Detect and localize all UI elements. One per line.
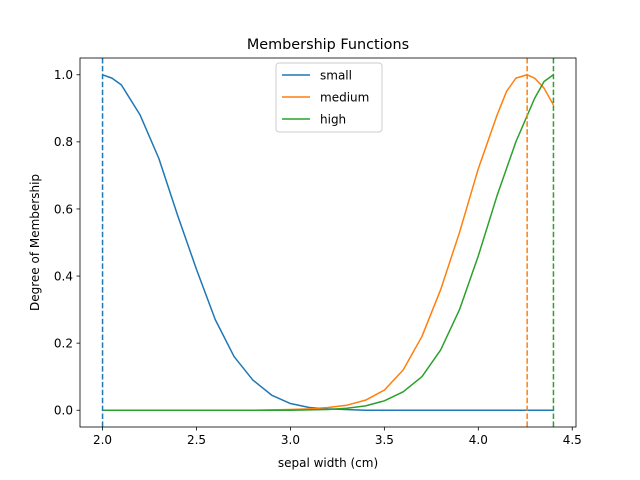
legend-label-medium: medium <box>320 90 369 104</box>
y-tick-label: 1.0 <box>54 68 73 82</box>
y-tick-label: 0.4 <box>54 269 73 283</box>
legend-label-high: high <box>320 112 346 126</box>
chart-title: Membership Functions <box>247 37 409 53</box>
x-tick-label: 4.5 <box>563 433 582 447</box>
series-line-high <box>102 74 554 411</box>
legend-label-small: small <box>320 68 352 82</box>
y-tick-label: 0.0 <box>54 404 73 418</box>
x-tick-label: 2.5 <box>187 433 206 447</box>
y-tick-label: 0.6 <box>54 202 73 216</box>
axes-frame <box>79 57 577 428</box>
x-tick-label: 2.0 <box>93 433 112 447</box>
legend-box <box>275 62 383 133</box>
y-tick-label: 0.8 <box>54 135 73 149</box>
legend: small medium high <box>275 62 383 133</box>
y-axis-label: Degree of Membership <box>28 174 42 311</box>
x-tick-label: 4.0 <box>469 433 488 447</box>
x-tick-label: 3.0 <box>281 433 300 447</box>
x-tick-label: 3.5 <box>375 433 394 447</box>
series-line-small <box>102 74 554 411</box>
y-tick-label: 0.2 <box>54 336 73 350</box>
x-axis-label: sepal width (cm) <box>278 456 378 470</box>
series-line-medium <box>102 74 555 411</box>
plot-area <box>101 58 555 427</box>
